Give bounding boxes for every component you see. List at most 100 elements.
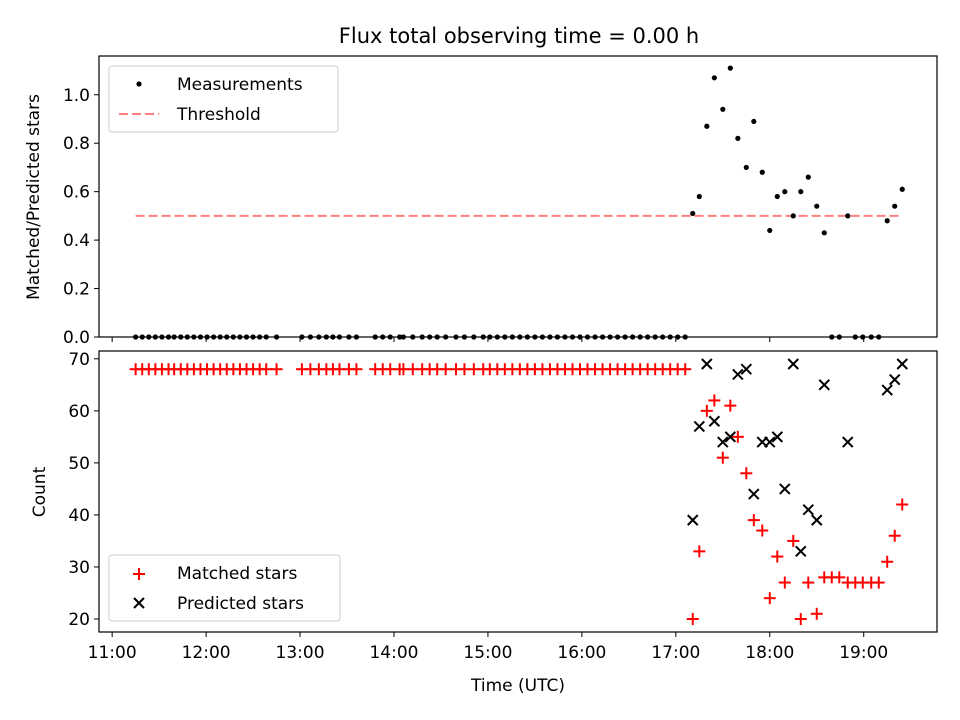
matched-legend-marker [133, 568, 145, 580]
matched-star-point [888, 529, 901, 542]
matched-star-point [763, 592, 776, 605]
bottom-y-tick-label: 30 [68, 558, 90, 578]
measurement-point [814, 203, 820, 209]
count-points [129, 358, 909, 625]
top-y-tick-label: 1.0 [63, 86, 90, 106]
x-tick-label: 18:00 [745, 643, 794, 663]
matched-star-point [872, 576, 885, 589]
measurement-point [845, 213, 851, 219]
predicted-star-point [896, 358, 908, 370]
matched-star-point [439, 363, 452, 376]
chart-title: Flux total observing time = 0.00 h [339, 24, 699, 48]
measurement-point [759, 169, 765, 175]
predicted-star-point [889, 373, 901, 386]
matched-star-point [700, 404, 713, 417]
matched-star-point [747, 514, 760, 527]
bottom-panel: 20 30 40 50 60 70 11:00 12:00 13:00 14:00 15:00 16:… [30, 350, 938, 696]
matched-star-point [686, 612, 699, 625]
matched-star-point [679, 363, 692, 376]
measurement-point [727, 65, 733, 71]
predicted-star-point [764, 436, 776, 448]
measurement-point [798, 189, 804, 195]
predicted-star-point [795, 545, 807, 558]
top-legend: Measurements Threshold [108, 65, 339, 133]
predicted-star-point [802, 504, 815, 516]
measurements-legend-marker [136, 81, 142, 87]
measurement-point [884, 218, 890, 224]
measurement-point [696, 193, 702, 200]
predicted-star-point [787, 358, 799, 370]
bottom-ticks: 20 30 40 50 60 70 11:00 12:00 13:00 14:00 15:00 16:… [68, 350, 888, 663]
measurement-point [690, 210, 696, 217]
x-tick-label: 12:00 [182, 643, 231, 663]
matched-star-point [693, 545, 706, 558]
predicted-star-point [708, 415, 721, 427]
predicted-star-point [687, 514, 699, 526]
x-axis-label: Time (UTC) [470, 676, 565, 696]
top-y-axis-label: Matched/Predicted stars [24, 94, 44, 300]
matched-star-point [756, 524, 769, 537]
x-tick-label: 13:00 [276, 643, 325, 663]
top-plot-frame [98, 55, 938, 338]
bottom-y-tick-label: 20 [68, 610, 90, 630]
measurement-point [767, 227, 773, 234]
matched-star-point [787, 534, 800, 547]
predicted-star-point [748, 488, 760, 500]
matched-star-point [740, 467, 753, 480]
bottom-y-tick-label: 70 [68, 350, 90, 370]
bottom-plot-frame [98, 350, 938, 633]
matched-star-point [724, 399, 737, 412]
matched-star-point [833, 571, 846, 584]
predicted-star-point [732, 368, 744, 381]
measurement-point [774, 193, 780, 200]
predicted-legend-label: Predicted stars [177, 594, 304, 614]
x-tick-label: 16:00 [557, 643, 606, 663]
measurement-point [735, 135, 741, 141]
measurement-point [720, 106, 726, 112]
measurement-point [704, 123, 710, 129]
top-ticks: 0.0 0.2 0.4 0.6 0.8 1.0 [63, 86, 865, 348]
matched-star-point [771, 550, 784, 563]
matched-star-point [708, 394, 721, 407]
matched-star-point [731, 430, 744, 443]
predicted-star-point [717, 436, 729, 448]
predicted-star-point [881, 384, 893, 396]
matched-legend-label: Matched stars [177, 564, 297, 584]
bottom-legend: Matched stars Predicted stars [108, 554, 341, 622]
x-tick-label: 15:00 [463, 643, 512, 663]
measurement-point [821, 230, 827, 236]
bottom-legend-frame [108, 554, 341, 622]
matched-star-point [350, 363, 363, 376]
x-tick-label: 14:00 [369, 643, 418, 663]
predicted-star-point [693, 420, 706, 433]
measurement-point [711, 75, 717, 81]
matched-star-point [881, 555, 894, 568]
measurement-point [790, 213, 796, 219]
x-tick-label: 11:00 [88, 643, 137, 663]
top-y-tick-label: 0.0 [63, 328, 90, 348]
matched-star-point [778, 576, 791, 589]
bottom-y-tick-label: 60 [68, 402, 90, 422]
predicted-star-point [724, 431, 737, 443]
bottom-y-tick-label: 50 [68, 454, 90, 474]
measurement-point [751, 118, 757, 125]
predicted-star-point [842, 436, 854, 448]
top-legend-frame [108, 65, 339, 133]
top-y-tick-label: 0.6 [63, 183, 90, 203]
measurement-point [892, 203, 898, 209]
predicted-star-point [740, 363, 752, 375]
matched-star-point [270, 363, 283, 376]
top-y-tick-label: 0.4 [63, 231, 90, 251]
top-y-tick-label: 0.2 [63, 280, 90, 300]
measurement-point [805, 174, 811, 180]
predicted-star-point [818, 379, 830, 391]
matched-star-point [802, 576, 815, 589]
measurement-point [743, 164, 749, 171]
matched-star-point [260, 363, 273, 376]
predicted-star-point [811, 514, 823, 526]
measurement-point [899, 186, 905, 192]
top-panel: 0.0 0.2 0.4 0.6 0.8 1.0 Matched/Predicted sta… [24, 55, 938, 348]
top-y-tick-label: 0.8 [63, 134, 90, 154]
measurements-legend-label: Measurements [177, 75, 303, 95]
